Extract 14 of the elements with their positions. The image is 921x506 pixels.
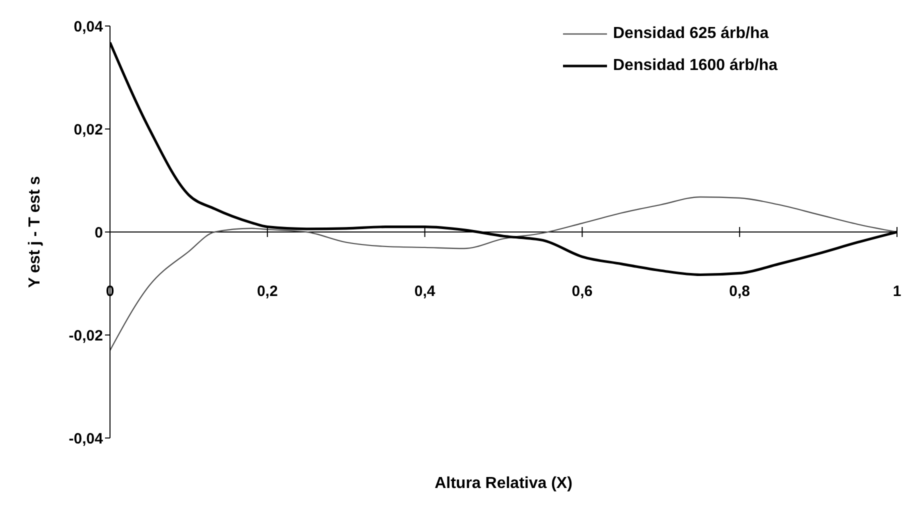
x-tick-label: 0,6	[572, 283, 593, 300]
legend-label: Densidad 625 árb/ha	[613, 25, 769, 43]
legend-label: Densidad 1600 árb/ha	[613, 57, 778, 75]
x-tick-label: 0,4	[414, 283, 436, 300]
y-tick-label: 0	[94, 224, 103, 242]
y-axis-title: Y est j - T est s	[26, 176, 44, 288]
y-tick-label: -0,04	[68, 430, 104, 448]
x-tick-label: 0,8	[729, 283, 750, 300]
x-tick-label: 0,2	[256, 283, 278, 300]
y-tick-label: 0,04	[74, 18, 104, 36]
x-axis-title: Altura Relativa (X)	[434, 475, 572, 492]
x-tick-label: 1	[892, 283, 902, 300]
y-tick-label: -0,02	[68, 327, 103, 344]
y-tick-label: 0,02	[74, 121, 103, 138]
